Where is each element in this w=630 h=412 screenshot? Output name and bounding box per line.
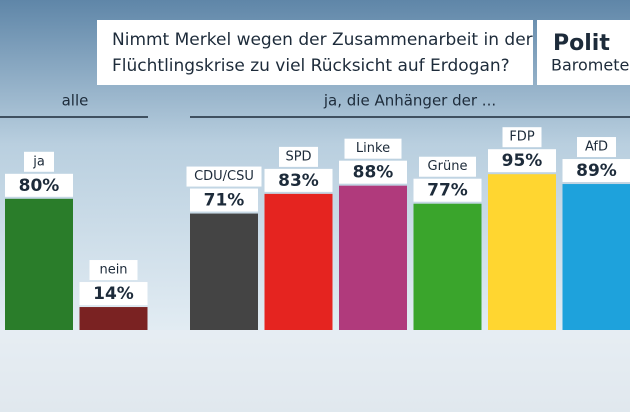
floor <box>0 330 630 412</box>
category-label: SPD <box>285 149 311 164</box>
bar <box>339 185 407 330</box>
category-label: AfD <box>585 140 608 155</box>
value-label: 14% <box>93 284 134 304</box>
label-box <box>24 151 54 172</box>
bar <box>562 184 630 330</box>
category-label: Grüne <box>428 159 468 174</box>
category-label: CDU/CSU <box>194 169 254 184</box>
label-box <box>488 149 556 173</box>
chart-title: Flüchtlingskrise zu viel Rücksicht auf E… <box>112 56 510 76</box>
label-box <box>5 173 73 197</box>
bar <box>413 203 482 330</box>
logo-text: Polit <box>553 31 610 56</box>
value-label: 71% <box>204 191 245 211</box>
label-box <box>562 159 630 183</box>
value-label: 77% <box>427 181 468 201</box>
label-box <box>264 168 333 192</box>
value-label: 80% <box>19 176 60 196</box>
bar <box>5 198 73 330</box>
group-label: ja, die Anhänger der ... <box>323 92 496 110</box>
chart-title: Nimmt Merkel wegen der Zusammenarbeit in… <box>112 30 533 50</box>
label-box <box>79 282 148 306</box>
value-label: 83% <box>278 171 319 191</box>
label-box <box>186 166 262 187</box>
bar <box>264 193 333 330</box>
value-label: 88% <box>353 163 394 183</box>
category-label: ja <box>32 154 45 169</box>
bar <box>488 174 556 330</box>
label-box <box>279 146 318 167</box>
group-label: alle <box>62 92 89 110</box>
logo-box <box>537 20 630 85</box>
bar <box>190 213 258 330</box>
value-label: 95% <box>502 151 543 171</box>
bar <box>79 307 148 330</box>
label-box <box>577 137 616 158</box>
value-label: 89% <box>576 161 617 181</box>
label-box <box>344 138 402 159</box>
category-label: Linke <box>356 141 390 156</box>
label-box <box>339 160 407 184</box>
label-box <box>413 178 482 202</box>
logo-text: Barometer <box>551 56 630 75</box>
title-box <box>97 20 533 85</box>
label-box <box>190 188 258 212</box>
label-box <box>89 260 138 281</box>
label-box <box>502 127 542 148</box>
category-label: nein <box>99 263 127 278</box>
category-label: FDP <box>509 130 534 145</box>
label-box <box>419 156 476 177</box>
